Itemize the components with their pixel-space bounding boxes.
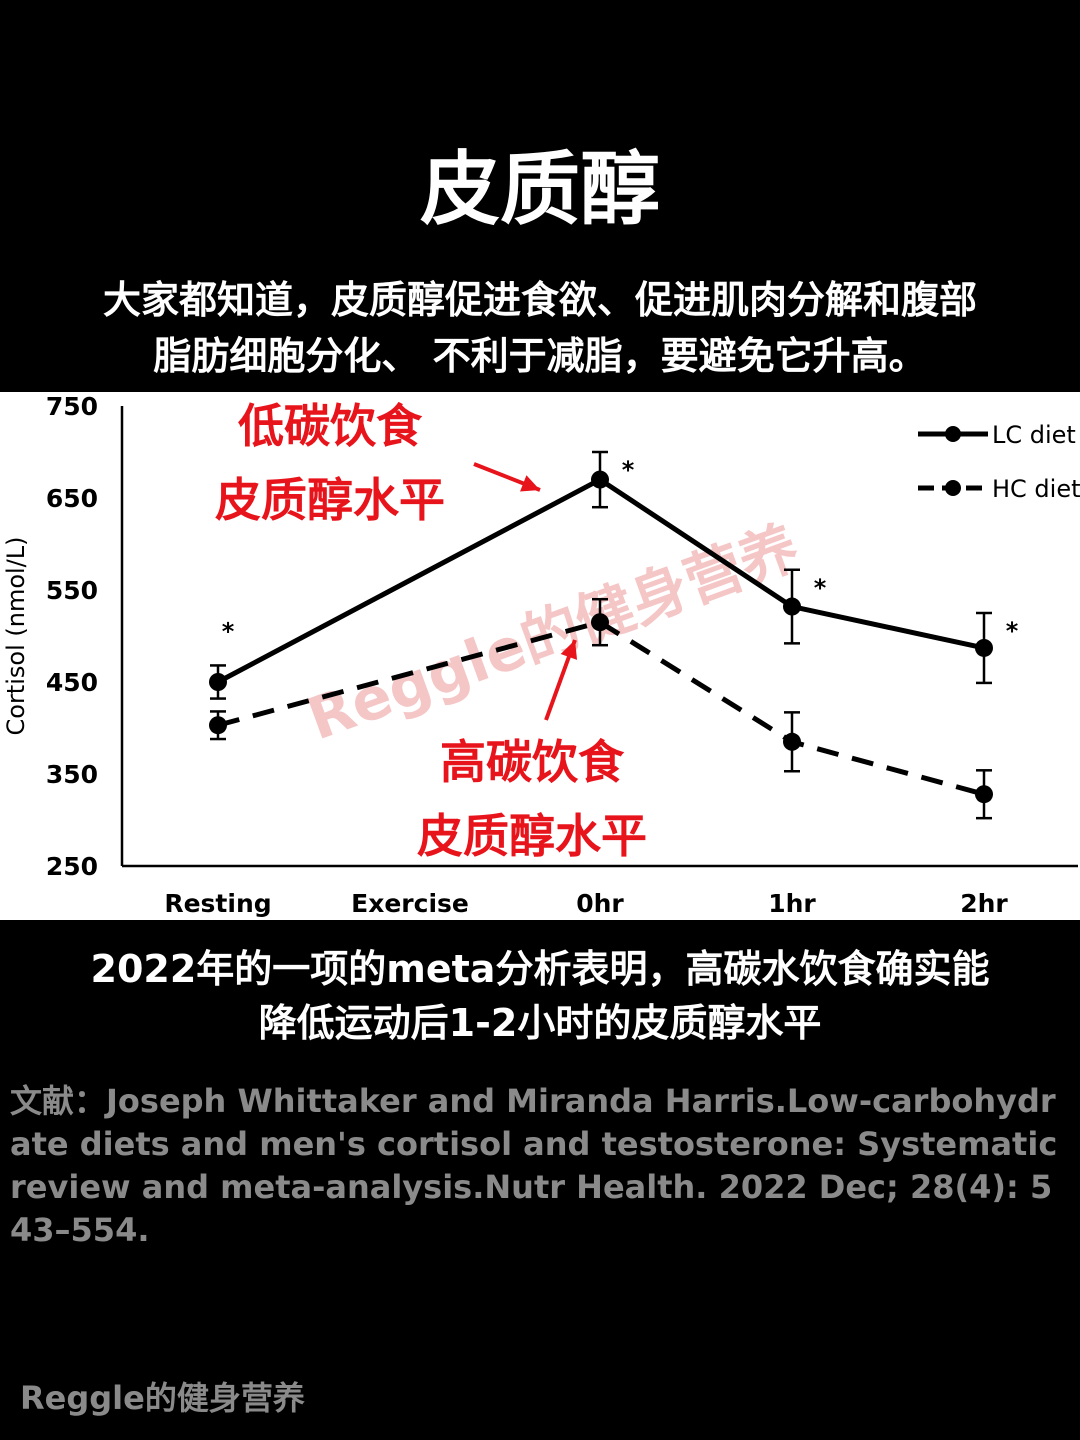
summary-line-1: 2022年的一项的meta分析表明，高碳水饮食确实能 <box>90 947 990 991</box>
reference-citation: 文献：Joseph Whittaker and Miranda Harris.L… <box>10 1082 1069 1249</box>
summary-line-2: 降低运动后1-2小时的皮质醇水平 <box>258 1001 822 1045</box>
data-point-lc-diet-2hr <box>975 638 993 657</box>
chart-panel: 250 350 450 550 650 750 Resting Exercise 0hr 1hr 2… <box>0 392 1080 920</box>
annotation-2-line-1: 高碳饮食 <box>440 735 625 789</box>
legend-label-hc-diet: HC diet <box>992 475 1080 503</box>
x-tick-label-exercise: Exercise <box>351 889 469 918</box>
annotation-1-line-2: 皮质醇水平 <box>215 473 445 527</box>
annotation-2-arrow-head <box>560 640 578 660</box>
x-tick-label-1hr: 1hr <box>768 889 816 918</box>
data-point-lc-diet-0hr <box>591 470 609 489</box>
data-point-lc-diet-resting <box>209 673 227 691</box>
annotation-1-line-1: 低碳饮食 <box>238 399 423 453</box>
legend-marker-lc-diet <box>945 426 961 442</box>
summary-text: 2022年的一项的meta分析表明，高碳水饮食确实能 降低运动后1-2小时的皮质… <box>0 942 1080 1050</box>
y-tick-label-550: 550 <box>46 576 98 605</box>
x-tick-label-2hr: 2hr <box>960 889 1008 918</box>
significance-marker-lc-diet-2hr: * <box>1006 617 1019 645</box>
significance-marker-lc-diet-resting: * <box>222 617 235 645</box>
series-line-lc-diet <box>216 476 985 685</box>
intro-line-1: 大家都知道，皮质醇促进食欲、促进肌肉分解和腹部 <box>102 278 977 322</box>
data-point-hc-diet-resting <box>209 716 227 735</box>
data-point-hc-diet-1hr <box>783 732 801 751</box>
y-tick-label-650: 650 <box>46 484 98 513</box>
x-tick-label-resting: Resting <box>164 889 271 918</box>
y-axis-label: Cortisol (nmol/L) <box>2 537 30 736</box>
y-tick-label-350: 350 <box>46 760 98 789</box>
data-point-hc-diet-0hr <box>591 613 609 632</box>
annotation-1-arrow-head <box>520 475 540 492</box>
y-tick-label-250: 250 <box>46 852 98 881</box>
data-point-lc-diet-1hr <box>783 597 801 616</box>
footer-watermark: Reggle的健身营养 <box>20 1379 305 1417</box>
legend-label-lc-diet: LC diet <box>992 421 1076 449</box>
y-tick-label-750: 750 <box>46 392 98 421</box>
page-title: 皮质醇 <box>420 143 660 236</box>
chart-watermark: Reggle的健身营养 <box>299 513 807 753</box>
annotation-2-line-2: 皮质醇水平 <box>417 809 647 863</box>
significance-marker-lc-diet-0hr: * <box>622 456 635 484</box>
intro-line-2: 脂肪细胞分化、 不利于减脂，要避免它升高。 <box>153 334 927 378</box>
intro-text: 大家都知道，皮质醇促进食欲、促进肌肉分解和腹部 脂肪细胞分化、 不利于减脂，要避… <box>0 272 1080 384</box>
cortisol-chart: 250 350 450 550 650 750 Resting Exercise 0hr 1hr 2… <box>2 392 1080 918</box>
series-line-hc-diet <box>217 619 985 797</box>
y-tick-label-450: 450 <box>46 668 98 697</box>
significance-marker-lc-diet-1hr: * <box>814 574 827 602</box>
data-point-hc-diet-2hr <box>975 785 993 804</box>
x-tick-label-0hr: 0hr <box>576 889 624 918</box>
legend-marker-hc-diet <box>945 480 961 496</box>
